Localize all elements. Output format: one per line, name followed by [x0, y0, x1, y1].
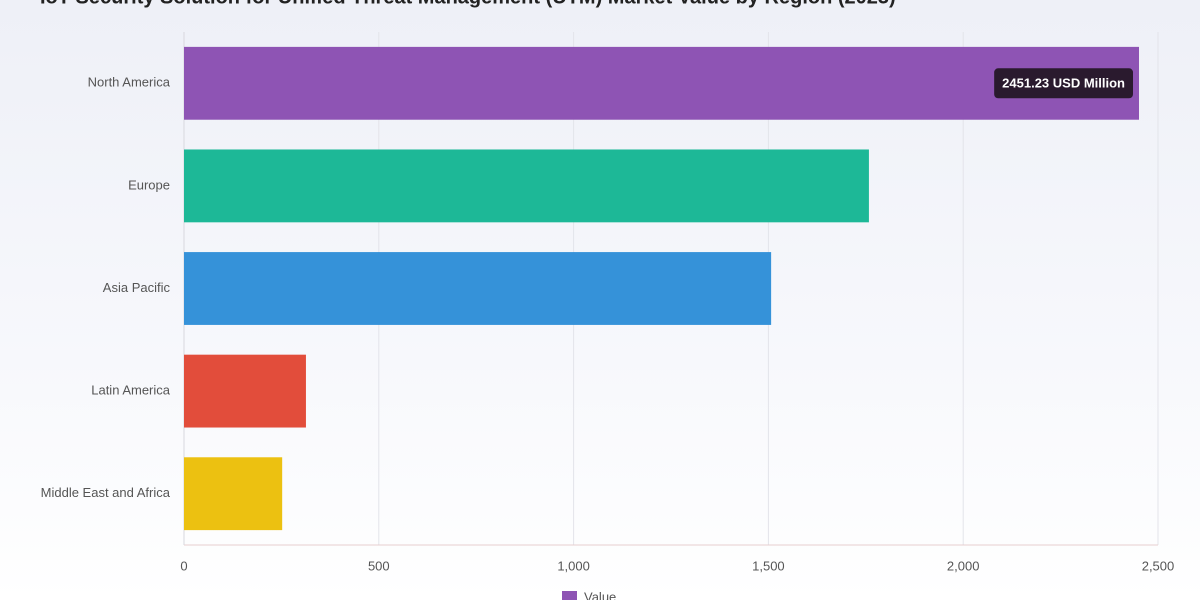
legend-swatch — [562, 591, 577, 600]
value-label: 2451.23 USD Million — [1002, 76, 1125, 91]
x-tick-label: 1,000 — [557, 558, 590, 573]
tooltip-background — [994, 68, 1133, 99]
x-tick-label: 500 — [368, 558, 390, 573]
y-tick-label: Latin America — [91, 383, 171, 398]
x-tick-label: 0 — [180, 558, 187, 573]
bar — [184, 457, 283, 531]
x-tick-label: 2,500 — [1142, 558, 1175, 573]
bar — [184, 354, 306, 428]
bar — [184, 149, 869, 223]
y-tick-label: Middle East and Africa — [41, 485, 171, 500]
y-tick-label: North America — [88, 75, 171, 90]
value-tooltip: 2451.23 USD Million — [994, 68, 1133, 99]
x-tick-label: 2,000 — [947, 558, 980, 573]
legend-label: Value — [584, 589, 616, 600]
y-tick-label: Europe — [128, 177, 170, 192]
bar — [184, 46, 1139, 120]
chart-title: IoT Security Solution for Unified Threat… — [40, 0, 896, 8]
bar — [184, 252, 772, 325]
y-tick-label: Asia Pacific — [103, 280, 171, 295]
x-tick-label: 1,500 — [752, 558, 785, 573]
